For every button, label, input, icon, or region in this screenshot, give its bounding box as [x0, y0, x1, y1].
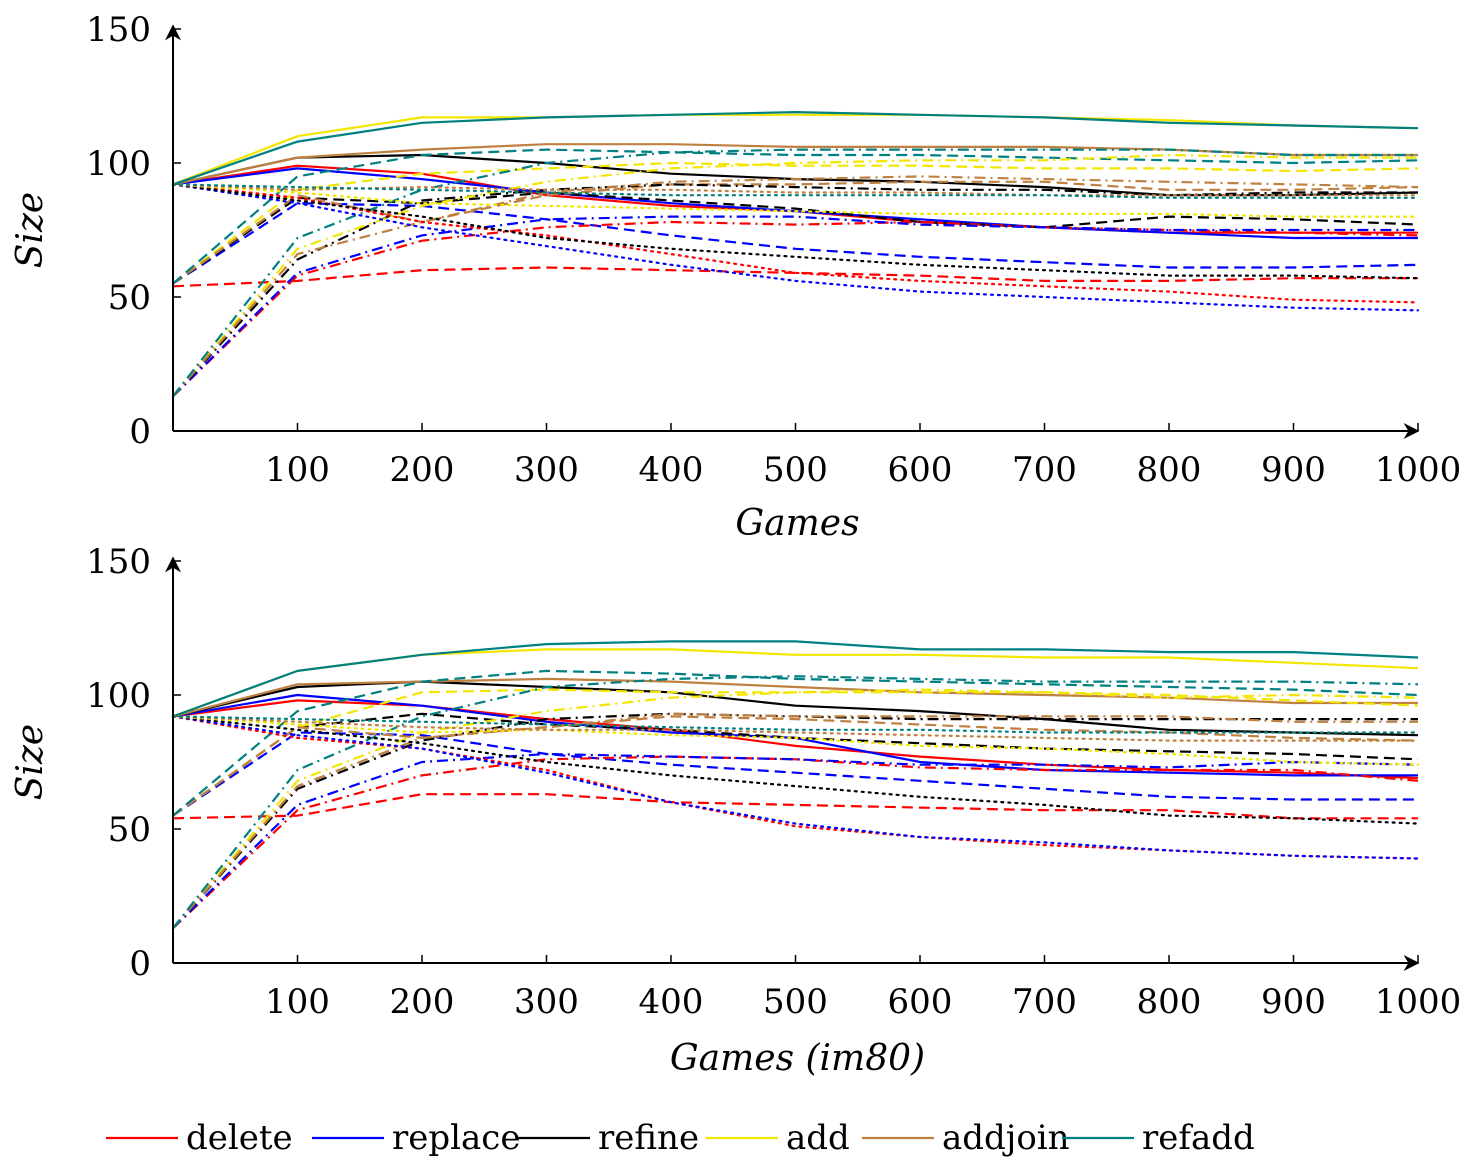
series-dashdot-17 — [172, 675, 1419, 929]
x-tick-label: 700 — [1012, 450, 1077, 490]
series-dashed-7 — [172, 731, 1418, 817]
x-tick-label: 300 — [514, 982, 579, 1022]
series-dashed-11 — [172, 148, 1419, 285]
legend-label-replace: replace — [392, 1118, 520, 1158]
series-dashed-9 — [172, 688, 1419, 817]
y-tick-label: 0 — [129, 412, 151, 452]
series-dashdot-16 — [172, 712, 1418, 929]
series-dashed-6 — [172, 793, 1418, 820]
series-solid-3 — [172, 113, 1419, 186]
series-solid-4 — [172, 677, 1418, 718]
series-dotted-21 — [171, 183, 1420, 218]
legend-label-refine: refine — [598, 1118, 699, 1158]
series-dotted-19 — [171, 715, 1420, 860]
series-dashed-6 — [172, 266, 1418, 288]
x-tick-label: 600 — [888, 450, 953, 490]
x-tick-label: 100 — [265, 450, 330, 490]
x-tick-label: 1000 — [1375, 450, 1462, 490]
y-tick-label: 50 — [108, 810, 151, 850]
series-solid-0 — [172, 699, 1419, 780]
legend-label-refadd: refadd — [1142, 1118, 1255, 1158]
bottom-line-chart: 100 200 300 400 500 600 700 800 900 1000 0 50 100 150… — [10, 542, 1461, 1079]
legend: delete replace refine add addjoin refadd — [106, 1118, 1255, 1158]
y-tick-label: 100 — [86, 144, 151, 184]
y-axis-label: Size — [10, 192, 51, 268]
x-axis-label: Games — [735, 503, 859, 544]
x-tick-label: 400 — [639, 982, 704, 1022]
x-tick-label: 400 — [639, 450, 704, 490]
series-dotted-20 — [171, 183, 1420, 280]
series-solid-2 — [172, 680, 1419, 737]
x-tick-label: 800 — [1137, 450, 1202, 490]
series-dashdot-16 — [172, 175, 1419, 397]
y-tick-label: 100 — [86, 676, 151, 716]
x-tick-label: 500 — [763, 450, 828, 490]
series-dashed-7 — [172, 202, 1419, 285]
top-line-chart: 100 200 300 400 500 600 700 800 900 1000 0 50 100 150… — [10, 10, 1461, 544]
x-tick-label: 700 — [1012, 982, 1077, 1022]
series-dotted-19 — [171, 183, 1420, 312]
series-dashed-10 — [172, 715, 1419, 817]
series-dashed-11 — [172, 669, 1419, 817]
series-dotted-20 — [171, 715, 1420, 825]
series-dashed-8 — [172, 191, 1419, 285]
series-dotted-18 — [171, 183, 1420, 304]
y-axis-label: Size — [10, 724, 51, 800]
series-dashdot-13 — [172, 215, 1418, 397]
y-tick-label: 150 — [86, 542, 151, 582]
y-tick-label: 0 — [129, 944, 151, 984]
x-tick-label: 300 — [514, 450, 579, 490]
series-dotted-22 — [171, 183, 1420, 197]
series-dashdot-12 — [172, 220, 1419, 397]
legend-label-add: add — [786, 1118, 850, 1158]
legend-label-delete: delete — [186, 1118, 293, 1158]
y-tick-label: 50 — [108, 278, 151, 318]
x-tick-label: 900 — [1261, 982, 1326, 1022]
series-dotted-23 — [171, 183, 1420, 199]
series-dotted-22 — [171, 715, 1420, 742]
series-dashed-10 — [172, 180, 1419, 285]
x-tick-label: 1000 — [1375, 982, 1462, 1022]
series-solid-4 — [172, 143, 1418, 186]
x-axis-label: Games (im80) — [670, 1038, 925, 1079]
series-dashed-9 — [172, 161, 1419, 285]
series-dashdot-15 — [172, 688, 1419, 929]
series-dashdot-12 — [172, 755, 1419, 929]
y-tick-label: 150 — [86, 10, 151, 50]
series-solid-0 — [172, 164, 1418, 234]
x-tick-label: 200 — [390, 450, 455, 490]
series-solid-5 — [172, 110, 1419, 186]
legend-label-addjoin: addjoin — [942, 1118, 1070, 1158]
x-tick-label: 800 — [1137, 982, 1202, 1022]
x-tick-label: 900 — [1261, 450, 1326, 490]
series-dotted-21 — [171, 715, 1420, 766]
x-tick-label: 600 — [888, 982, 953, 1022]
series-solid-5 — [172, 640, 1419, 718]
x-tick-label: 200 — [390, 982, 455, 1022]
series-dotted-23 — [171, 715, 1420, 734]
series-dashdot-13 — [172, 752, 1419, 929]
x-tick-label: 500 — [763, 982, 828, 1022]
x-tick-label: 100 — [265, 982, 330, 1022]
